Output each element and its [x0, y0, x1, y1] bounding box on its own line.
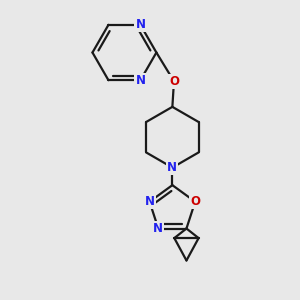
- Text: N: N: [153, 222, 163, 235]
- Text: N: N: [167, 161, 177, 174]
- Text: N: N: [135, 74, 146, 87]
- Text: N: N: [135, 18, 146, 31]
- Text: O: O: [169, 75, 179, 88]
- Text: N: N: [145, 195, 154, 208]
- Text: O: O: [190, 195, 200, 208]
